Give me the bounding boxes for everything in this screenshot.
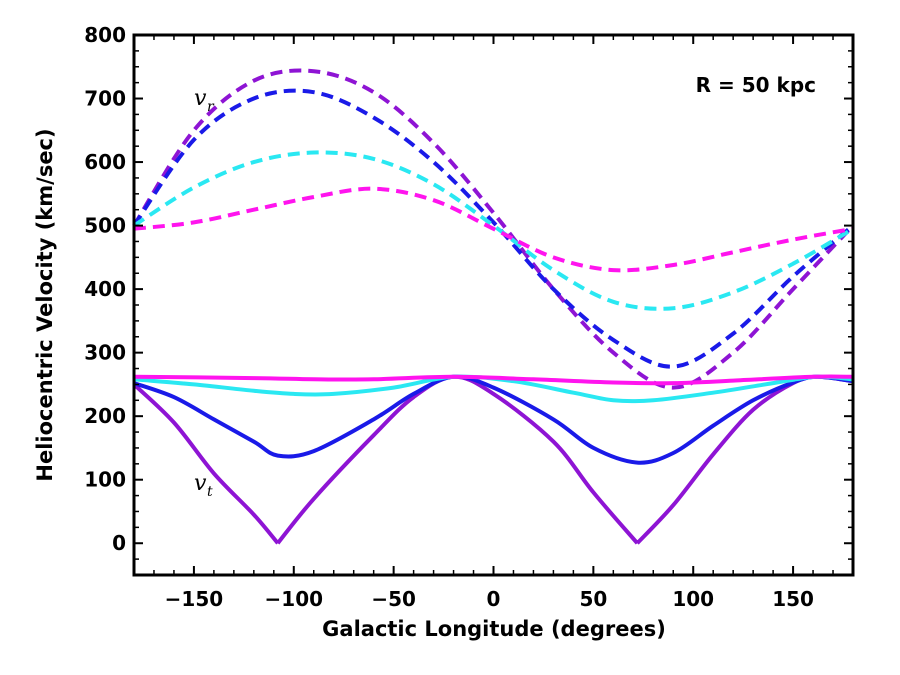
x-tick-label: −50 [371, 587, 416, 611]
label-vr-main: v [194, 86, 207, 111]
series-tangential-blue [133, 374, 854, 465]
y-tick-label: 600 [84, 150, 126, 174]
label-vt: v t [194, 471, 213, 500]
ticks-layer: −150 −100 −50 0 50 100 150 0 100 200 300 400 500 600 7… [84, 23, 853, 611]
x-tick-label: 150 [772, 587, 814, 611]
y-tick-label: 100 [84, 468, 126, 492]
series-radial-purple [132, 68, 855, 390]
y-axis-title: Heliocentric Velocity (km/sec) [33, 128, 57, 481]
x-tick-label: 50 [579, 587, 607, 611]
y-tick-label: 400 [84, 277, 126, 301]
x-tick-label: 0 [487, 587, 501, 611]
y-tick-label: 800 [84, 23, 126, 47]
label-vr-sub: r [207, 99, 215, 115]
series-layer [132, 68, 855, 545]
y-tick-label: 0 [112, 531, 126, 555]
y-tick-label: 200 [84, 404, 126, 428]
plot-frame [132, 33, 855, 577]
y-tick-label: 700 [84, 87, 126, 111]
series-radial-cyan [132, 150, 855, 311]
y-tick-label: 300 [84, 341, 126, 365]
series-radial-magenta [133, 186, 854, 273]
label-vr: v r [194, 86, 215, 115]
label-vt-sub: t [207, 484, 213, 500]
label-vt-main: v [194, 471, 207, 496]
series-tangential-cyan [133, 374, 854, 404]
series-tangential-purple [132, 374, 854, 545]
series-radial-blue [132, 88, 855, 369]
x-tick-label: 100 [672, 587, 714, 611]
x-tick-label: −150 [165, 587, 224, 611]
x-tick-label: −100 [265, 587, 324, 611]
x-axis-title: Galactic Longitude (degrees) [322, 617, 666, 641]
series-tangential-magenta [133, 374, 854, 386]
annotation-radius: R = 50 kpc [696, 73, 816, 97]
y-tick-label: 500 [84, 214, 126, 238]
